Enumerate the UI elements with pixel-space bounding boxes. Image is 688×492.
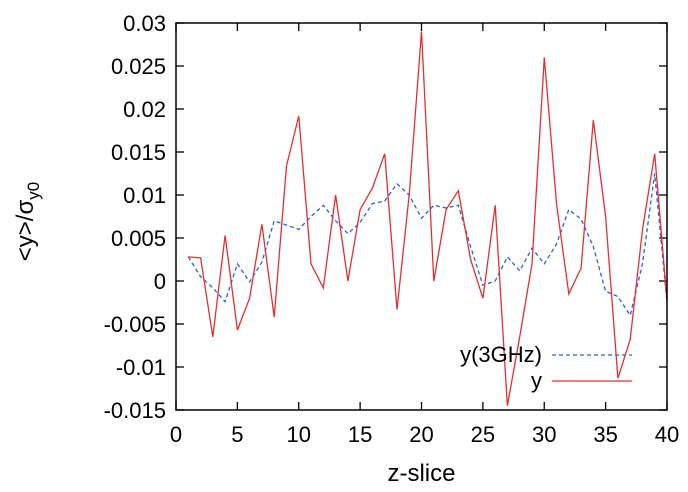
series-line-y — [188, 31, 668, 406]
y-tick-label: 0.02 — [123, 97, 166, 122]
x-tick-labels: 0 5 10 15 20 25 30 35 40 — [170, 422, 679, 447]
y-tick-label: 0.025 — [111, 54, 166, 79]
y-tick-label: 0.005 — [111, 226, 166, 251]
x-tick-label: 5 — [231, 422, 243, 447]
x-tick-label: 0 — [170, 422, 182, 447]
x-tick-label: 10 — [287, 422, 311, 447]
legend-label-y: y — [531, 368, 542, 393]
series-line-y3ghz — [187, 173, 668, 318]
x-tick-label: 30 — [532, 422, 556, 447]
x-tick-label: 25 — [471, 422, 495, 447]
y-tick-label: 0.015 — [111, 140, 166, 165]
x-tick-label: 15 — [348, 422, 372, 447]
y-tick-label: 0.01 — [123, 183, 166, 208]
x-tick-label: 20 — [409, 422, 433, 447]
axis-ticks — [175, 22, 668, 411]
y-tick-label: -0.015 — [104, 398, 166, 423]
y-axis-label-subscript: y0 — [24, 182, 43, 200]
y-tick-labels: -0.015 -0.01 -0.005 0 0.005 0.01 0.015 0.02 0.02… — [104, 11, 166, 423]
y-tick-label: -0.01 — [116, 355, 166, 380]
legend-label-y3ghz: y(3GHz) — [460, 342, 542, 367]
legend: y(3GHz) y — [460, 342, 632, 393]
x-axis-label: z-slice — [387, 460, 455, 487]
x-tick-label: 40 — [655, 422, 679, 447]
y-axis-label-main: <y>/σ — [12, 200, 39, 262]
series-layer — [187, 31, 668, 406]
plot-frame — [175, 22, 668, 411]
x-tick-label: 35 — [593, 422, 617, 447]
y-tick-label: 0 — [154, 269, 166, 294]
y-axis-label: <y>/σy0 — [12, 182, 43, 261]
y-tick-label: 0.03 — [123, 11, 166, 36]
y-tick-label: -0.005 — [104, 312, 166, 337]
